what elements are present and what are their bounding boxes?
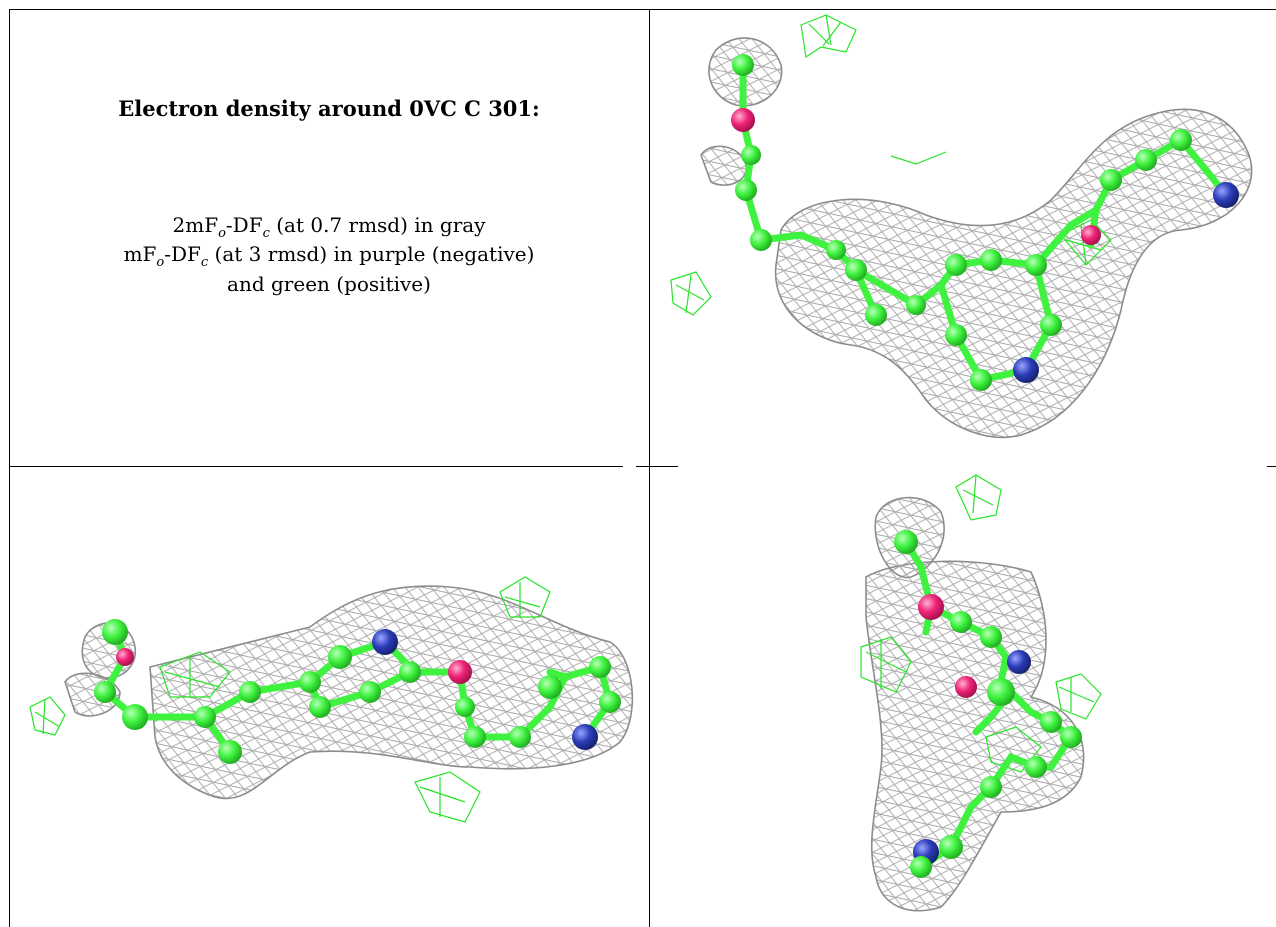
caption-line-2fofc-suffix: (at 0.7 rmsd) in gray: [269, 213, 486, 237]
caption-line-2fofc-mid: -DF: [225, 213, 263, 237]
positive-density-mesh: [670, 14, 1112, 316]
density-view-bottom-right: [651, 467, 1276, 927]
density-view-bottom-left: [10, 467, 648, 927]
density-view-bottom-right-svg: [860, 474, 1102, 912]
caption-line-2fofc-sub-o: o: [218, 226, 226, 241]
gray-mesh: [64, 585, 634, 800]
positive-density-mesh: [29, 576, 551, 823]
caption-line-fofc-sub-c: c: [200, 255, 209, 270]
caption-line-2fofc-sub-c: c: [262, 226, 270, 241]
table-left-rule: [9, 9, 10, 927]
density-view-bottom-left-svg: [29, 576, 634, 823]
caption-line-2fofc: 2mFo-DFc (at 0.7 rmsd) in gray: [10, 213, 648, 241]
density-view-top-right-svg: [670, 14, 1253, 439]
caption-line-fofc-sub-o: o: [156, 255, 165, 270]
caption-line-positive: and green (positive): [227, 272, 431, 296]
density-view-top-right: [651, 10, 1276, 465]
caption-line-fofc: mFo-DFc (at 3 rmsd) in purple (negative): [10, 242, 648, 270]
caption-line-fofc-prefix: mF: [123, 242, 157, 266]
table-row-rule-mid: [636, 466, 678, 467]
caption-line-fofc-suffix: (at 3 rmsd) in purple (negative): [208, 242, 535, 266]
gray-mesh: [865, 496, 1085, 912]
caption-line-2fofc-prefix: 2mF: [172, 213, 219, 237]
ligand-model: [731, 54, 1239, 391]
table-middle-rule: [649, 9, 650, 927]
table-row-rule-left: [9, 466, 623, 467]
ligand-model: [94, 619, 621, 764]
caption-title: Electron density around 0VC C 301:: [118, 96, 540, 121]
caption-cell: Electron density around 0VC C 301: 2mFo-…: [10, 10, 648, 465]
positive-density-mesh: [860, 474, 1102, 773]
ligand-model: [894, 530, 1082, 878]
table-top-rule: [9, 9, 1276, 10]
caption-line-fofc-mid: -DF: [164, 242, 201, 266]
table-row-rule-right: [1267, 466, 1276, 467]
